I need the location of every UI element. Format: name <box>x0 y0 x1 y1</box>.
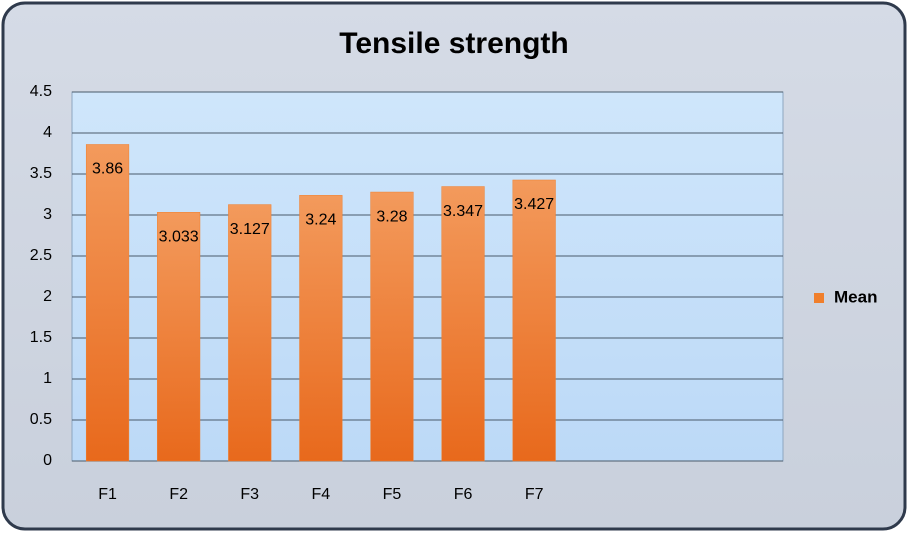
y-tick-label: 1.5 <box>30 329 52 346</box>
y-tick-label: 0 <box>43 452 52 469</box>
bar <box>228 204 272 462</box>
bar <box>299 195 343 462</box>
data-label: 3.347 <box>443 203 483 220</box>
bar <box>512 179 556 462</box>
y-tick-label: 2 <box>43 288 52 305</box>
y-tick-label: 4.5 <box>30 83 52 100</box>
y-tick-label: 4 <box>43 124 52 141</box>
x-tick-label: F6 <box>454 486 473 503</box>
x-tick-label: F1 <box>98 486 117 503</box>
bar <box>370 191 414 462</box>
data-label: 3.127 <box>230 221 270 238</box>
x-tick-label: F3 <box>240 486 259 503</box>
bar <box>441 186 485 462</box>
y-tick-label: 1 <box>43 370 52 387</box>
data-label: 3.28 <box>376 208 407 225</box>
data-label: 3.86 <box>92 161 123 178</box>
y-tick-label: 3 <box>43 206 52 223</box>
y-tick-label: 2.5 <box>30 247 52 264</box>
y-tick-label: 0.5 <box>30 411 52 428</box>
x-tick-label: F4 <box>312 486 331 503</box>
bar <box>157 212 201 462</box>
bar <box>85 144 130 462</box>
legend-label: Mean <box>834 287 877 306</box>
chart-title: Tensile strength <box>339 27 568 60</box>
data-label: 3.24 <box>305 212 336 229</box>
data-label: 3.427 <box>514 196 554 213</box>
x-tick-label: F7 <box>525 486 544 503</box>
x-tick-label: F5 <box>383 486 402 503</box>
data-label: 3.033 <box>159 229 199 246</box>
y-tick-label: 3.5 <box>30 165 52 182</box>
legend-marker <box>814 293 824 303</box>
x-tick-label: F2 <box>169 486 188 503</box>
